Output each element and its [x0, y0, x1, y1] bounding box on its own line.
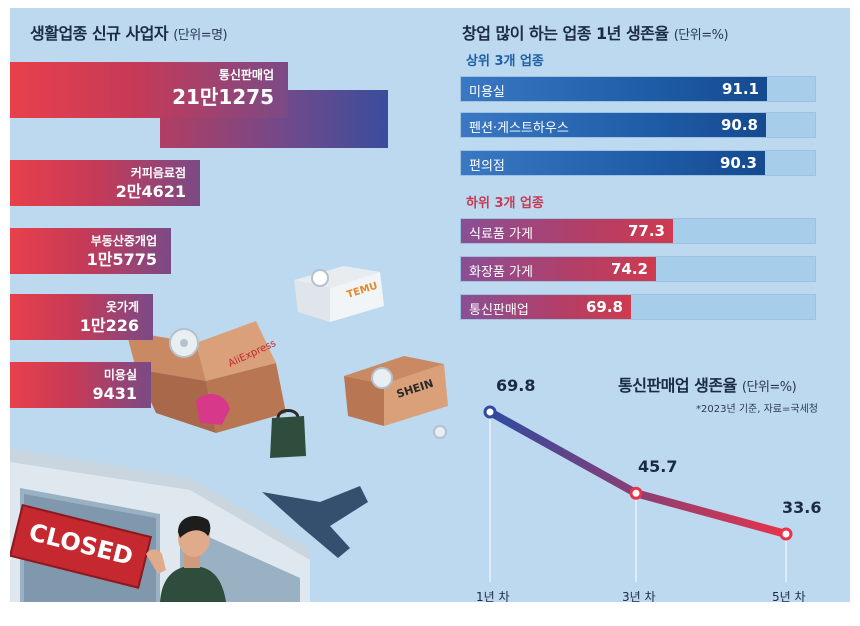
line-point-label: 33.6 [782, 498, 822, 517]
left-bar: 미용실 9431 [10, 362, 151, 408]
right-bar-value: 77.3 [627, 222, 665, 240]
right-bar-row: 편의점 90.3 [460, 150, 816, 176]
box-illustration-aliexpress: AliExpress [126, 321, 286, 433]
right-bar [461, 219, 673, 243]
box-illustration-temu: TEMU [294, 266, 384, 322]
left-bar-value: 21만1275 [172, 85, 274, 109]
left-bar-category: 통신판매업 [218, 68, 274, 82]
right-bar-row: 펜션·게스트하우스 90.8 [460, 112, 816, 138]
bag-illustration [270, 409, 306, 458]
right-bar [461, 151, 765, 175]
left-bar-category: 커피음료점 [130, 166, 186, 180]
right-bar-category: 식료품 가게 [469, 227, 533, 242]
right-bar-row: 식료품 가게 77.3 [460, 218, 816, 244]
right-bar [461, 257, 656, 281]
right-chart-title-row: 창업 많이 하는 업종 1년 생존율 (단위=%) [462, 20, 729, 44]
line-point [483, 405, 497, 419]
top-group-label: 상위 3개 업종 [466, 54, 544, 69]
line-chart-note: *2023년 기준, 자료=국세청 [696, 404, 818, 415]
right-chart-unit: (단위=%) [673, 28, 729, 43]
right-bar-value: 74.2 [610, 260, 648, 278]
line-chart-title: 통신판매업 생존율 [618, 376, 737, 395]
left-bar: 부동산중개업 1만5775 [10, 228, 171, 274]
right-chart-title: 창업 많이 하는 업종 1년 생존율 [462, 24, 669, 43]
left-bar: 커피음료점 2만4621 [10, 160, 200, 206]
pants-illustration [262, 486, 368, 558]
right-bar-category: 통신판매업 [469, 303, 529, 318]
left-bar-category: 부동산중개업 [90, 234, 157, 248]
right-bar-value: 90.8 [720, 116, 758, 134]
person-illustration [146, 516, 226, 602]
right-bar [461, 295, 631, 319]
left-chart-title: 생활업종 신규 사업자 [30, 24, 169, 43]
right-bar-row: 미용실 91.1 [460, 76, 816, 102]
bottom-group-label: 하위 3개 업종 [466, 196, 544, 211]
left-bar-value: 2만4621 [115, 182, 186, 201]
line-point-label: 69.8 [496, 376, 536, 395]
line-x-tick-label: 5년 차 [772, 590, 806, 602]
line-point [629, 486, 643, 500]
right-bar-row: 통신판매업 69.8 [460, 294, 816, 320]
right-bar-category: 미용실 [469, 85, 505, 100]
left-bar-value: 9431 [92, 384, 137, 403]
line-x-tick-label: 3년 차 [622, 590, 656, 602]
line-point [779, 527, 793, 541]
right-bar-value: 69.8 [585, 298, 623, 316]
right-bar-value: 90.3 [719, 154, 757, 172]
line-chart-unit: (단위=%) [741, 380, 797, 395]
right-bar [461, 77, 767, 101]
left-bar: 통신판매업 21만1275 [10, 62, 288, 118]
infographic: CLOSED AliExpress SHEIN TEMU [10, 8, 850, 602]
left-bar-value: 1만226 [79, 316, 139, 335]
box-illustration-shein: SHEIN [344, 356, 448, 439]
left-chart-unit: (단위=명) [173, 28, 228, 43]
right-bar-row: 화장품 가게 74.2 [460, 256, 816, 282]
left-bar-value: 1만5775 [86, 250, 157, 269]
line-chart [483, 405, 793, 582]
right-bar-category: 화장품 가게 [469, 265, 533, 280]
line-x-tick-label: 1년 차 [476, 590, 510, 602]
left-bar: 옷가게 1만226 [10, 294, 153, 340]
line-chart-title-row: 통신판매업 생존율 (단위=%) [618, 372, 797, 396]
right-bar-category: 펜션·게스트하우스 [469, 121, 569, 136]
line-point-label: 45.7 [638, 457, 678, 477]
right-bar-category: 편의점 [469, 159, 505, 174]
right-bar [461, 113, 766, 137]
right-bar-value: 91.1 [721, 80, 759, 98]
left-bar-category: 옷가게 [105, 300, 139, 314]
left-bar-category: 미용실 [103, 368, 137, 382]
left-chart-title-row: 생활업종 신규 사업자 (단위=명) [30, 20, 228, 44]
